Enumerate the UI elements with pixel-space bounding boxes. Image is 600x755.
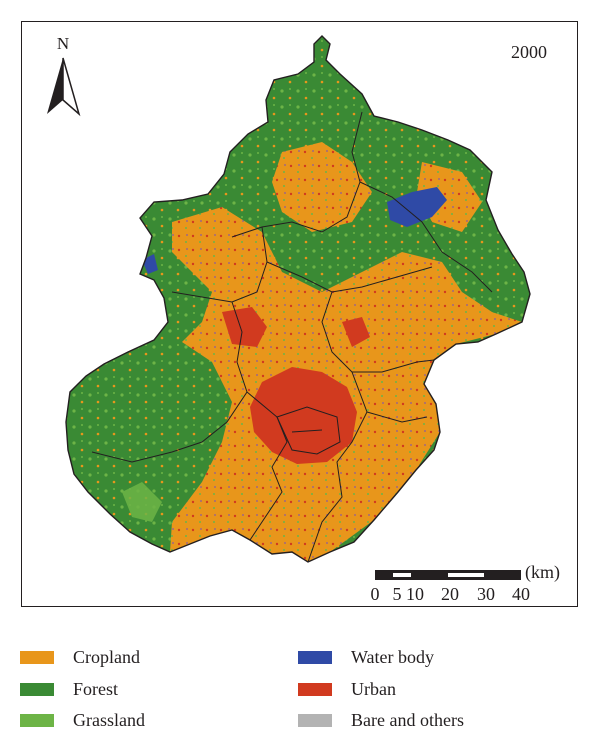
legend-label: Bare and others [351,709,464,730]
land-use-map: 2000 N (km) 0 5 10 20 30 40 [21,21,578,607]
scale-bar-graphic [375,570,521,580]
legend: Cropland Forest Grassland Water body Urb… [0,630,600,750]
legend-swatch [20,650,54,664]
map-year-label: 2000 [511,42,547,62]
scale-tick: 30 [477,584,495,604]
legend-item-bare-and-others: Bare and others [298,705,464,735]
legend-swatch [298,650,332,664]
cropland-upland [272,142,372,232]
land-cover-layers [66,36,530,562]
water-reservoir [387,187,447,227]
scale-unit: (km) [525,562,560,582]
legend-swatch [20,713,54,727]
scale-bar: (km) 0 5 10 20 30 40 [371,562,565,606]
urban-core [250,367,357,464]
beijing-boundary [65,35,531,563]
urban-west [222,307,267,347]
scale-tick: 40 [512,584,530,604]
urban-north [342,317,370,347]
legend-label: Water body [351,646,435,667]
legend-swatch [298,713,332,727]
legend-label: Grassland [73,709,145,730]
legend-label: Cropland [73,646,140,667]
north-arrow-icon [47,57,81,117]
legend-item-grassland: Grassland [20,705,145,735]
legend-item-urban: Urban [298,674,396,704]
legend-label: Forest [73,678,118,699]
scale-tick: 10 [406,584,424,604]
scale-tick: 5 [392,584,402,604]
legend-label: Urban [351,678,396,699]
legend-item-water-body: Water body [298,642,434,672]
district-boundaries [91,111,493,563]
legend-item-cropland: Cropland [20,642,140,672]
legend-swatch [20,682,54,696]
grassland-south [122,482,162,522]
legend-swatch [298,682,332,696]
map-canvas [65,35,531,563]
scale-tick: 20 [441,584,459,604]
cropland-region [170,207,522,562]
scale-tick: 0 [370,584,380,604]
north-label: N [56,34,70,53]
north-arrow: N [47,30,90,117]
legend-item-forest: Forest [20,674,118,704]
